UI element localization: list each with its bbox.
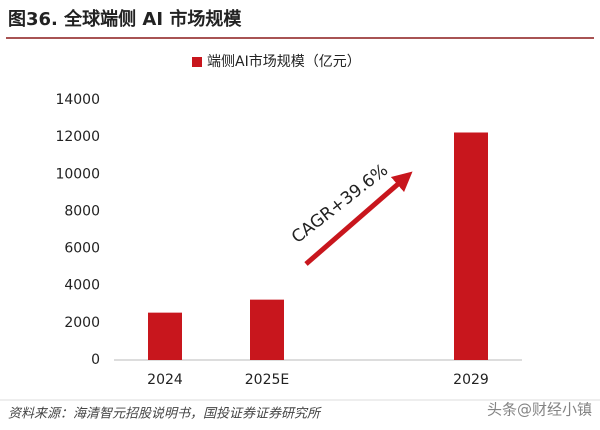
x-tick-label: 2029	[453, 372, 489, 388]
y-tick-label: 10000	[55, 166, 100, 182]
y-tick-label: 2000	[64, 315, 100, 331]
y-tick-label: 14000	[55, 92, 100, 108]
legend-swatch	[192, 57, 202, 67]
watermark: 头条@财经小镇	[487, 401, 592, 419]
x-tick-label: 2025E	[245, 372, 289, 388]
y-tick-label: 4000	[64, 278, 100, 294]
y-tick-label: 0	[91, 352, 100, 368]
legend-label: 端侧AI市场规模（亿元）	[207, 53, 361, 70]
chart-title: 图36. 全球端侧 AI 市场规模	[8, 8, 242, 30]
y-tick-label: 12000	[55, 129, 100, 145]
y-tick-label: 8000	[64, 203, 100, 219]
bar	[250, 299, 284, 360]
source: 资料来源：海清智元招股说明书，国投证券证券研究所	[8, 406, 322, 422]
bar	[148, 312, 182, 360]
bar	[454, 132, 488, 360]
trend-arrow	[304, 171, 413, 266]
x-tick-label: 2024	[147, 372, 183, 388]
y-tick-label: 6000	[64, 241, 100, 257]
